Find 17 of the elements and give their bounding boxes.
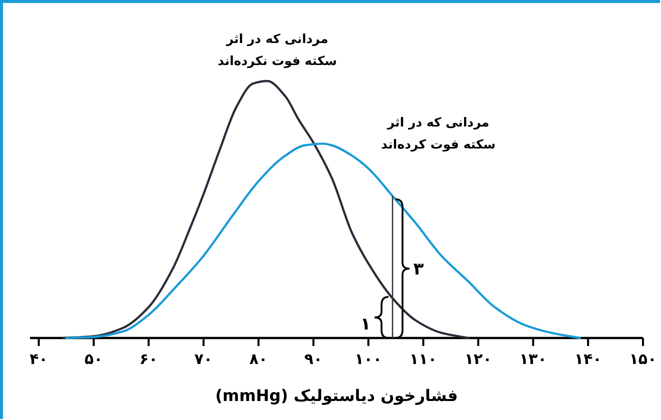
x-tick-label: ۱۰۰ bbox=[354, 350, 382, 368]
x-tick-label: ۱۲۰ bbox=[464, 350, 492, 368]
x-tick-label: ۹۰ bbox=[304, 350, 323, 368]
annotation: ۳ bbox=[413, 260, 424, 280]
text: مردانی که در اثر سکته فوت نکرده‌اند bbox=[218, 31, 337, 69]
x-tick-label: ۱۵۰ bbox=[629, 350, 657, 368]
x-tick-label: ۱۳۰ bbox=[519, 350, 547, 368]
x-tick-label: ۱۱۰ bbox=[410, 350, 438, 368]
x-tick-label: ۶۰ bbox=[139, 350, 158, 368]
x-tick-label: ۵۰ bbox=[84, 350, 103, 368]
x-tick-label: ۷۰ bbox=[194, 350, 213, 368]
x-tick-label: ۱۴۰ bbox=[574, 350, 602, 368]
x-tick-label: ۸۰ bbox=[249, 350, 268, 368]
x-axis-title: فشارخون دیاستولیک (mmHg) bbox=[215, 386, 458, 405]
series-label: مردانی که در اثر سکته فوت کرده‌اند bbox=[381, 114, 496, 153]
x-tick-label: ۴۰ bbox=[30, 350, 48, 368]
annotation: ۱ bbox=[360, 314, 371, 334]
